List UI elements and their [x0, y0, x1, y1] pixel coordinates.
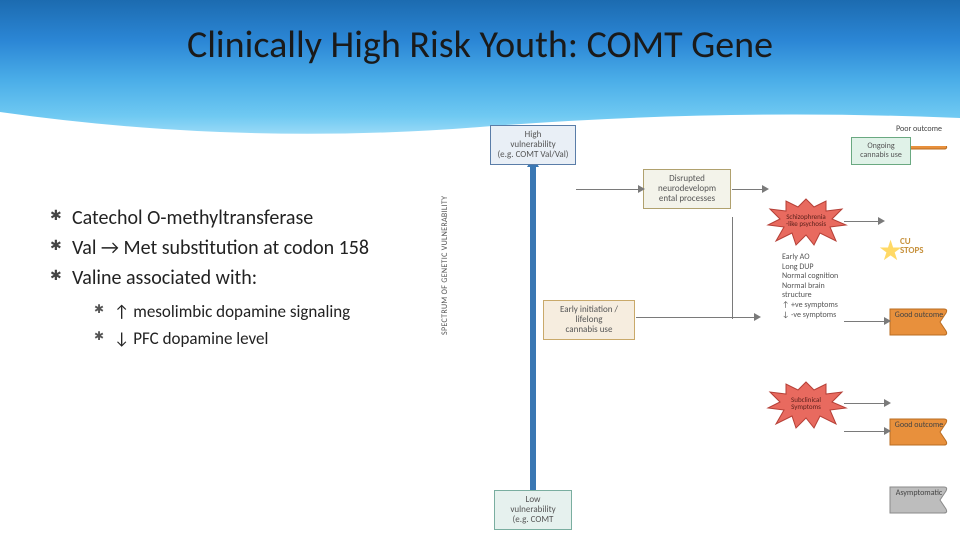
bullet-2: Val → Met substitution at codon 158 [50, 235, 430, 261]
box-early-cannabis: Early initiation / lifelong cannabis use [543, 300, 635, 340]
bullet-3: Valine associated with: ↑ mesolimbic dop… [50, 265, 430, 351]
flag-good-outcome-1: Good outcome [888, 307, 950, 337]
cu-stops-label: CU STOPS [900, 237, 924, 255]
bullet-1: Catechol O-methyltransferase [50, 205, 430, 231]
burst1-text: Schizophrenia -like psychosis [774, 213, 838, 228]
flag-good-outcome-2: Good outcome [888, 417, 950, 447]
slide-title: Clinically High Risk Youth: COMT Gene [0, 22, 960, 68]
subbullet-2: ↓ PFC dopamine level [94, 328, 430, 351]
clinical-info-column: Early AO Long DUP Normal cognition Norma… [782, 253, 838, 320]
spine-label: SPECTRUM OF GENETIC VULNERABILITY [440, 196, 450, 335]
box-disrupted: Disrupted neurodevelopm ental processes [643, 169, 731, 209]
vulnerability-diagram: SPECTRUM OF GENETIC VULNERABILITY High v… [448, 135, 954, 520]
flag-poor-outcome: Poor outcome [888, 121, 950, 151]
box-low-vuln: Low vulnerability (e.g. COMT [494, 490, 572, 530]
subbullet-1: ↑ mesolimbic dopamine signaling [94, 301, 430, 324]
spine [530, 165, 536, 495]
bullet-content: Catechol O-methyltransferase Val → Met s… [50, 205, 430, 355]
flag-asymptomatic: Asymptomatic [888, 485, 950, 515]
burst2-text: Subclinical Symptoms [774, 396, 838, 411]
box-high-vuln: High vulnerability (e.g. COMT Val/Val) [490, 125, 576, 165]
